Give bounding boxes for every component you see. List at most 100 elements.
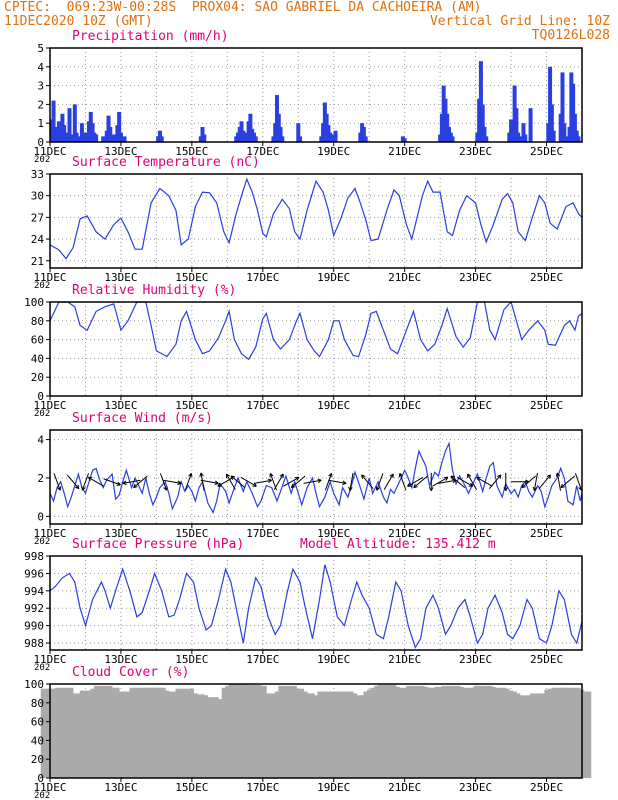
precipitation-bar [333, 130, 338, 142]
x-tick-label: 19DEC [317, 527, 350, 540]
series-line [49, 177, 583, 260]
x-tick-label: 11DEC [33, 145, 66, 158]
wind-arrow [538, 474, 552, 490]
x-tick-label: 23DEC [459, 527, 492, 540]
y-tick-label: 20 [31, 371, 44, 384]
series-line [49, 564, 583, 649]
wind-arrow [521, 475, 537, 489]
x-tick-label: 23DEC [459, 399, 492, 412]
precipitation-bar [298, 136, 303, 142]
precipitation-bar [122, 136, 127, 142]
y-tick-label: 988 [24, 637, 44, 650]
x-tick-label: 21DEC [388, 781, 421, 794]
wind-arrow [283, 476, 300, 487]
x-tick-label: 13DEC [104, 527, 137, 540]
precipitation-bar [280, 136, 285, 142]
y-tick-label: 33 [31, 168, 44, 181]
precipitation-bar [523, 134, 528, 142]
x-tick-label: 21DEC [388, 653, 421, 666]
x-year-label: 202 [34, 663, 50, 673]
wind-arrow [87, 476, 105, 487]
precipitation-bar [83, 132, 88, 142]
wind-arrow [199, 472, 205, 491]
x-tick-label: 19DEC [317, 145, 350, 158]
panel-title: Relative Humidity (%) [72, 283, 236, 298]
precipitation-bar [551, 130, 556, 142]
x-tick-label: 15DEC [175, 781, 208, 794]
wind-arrow [184, 472, 193, 491]
panel-title: Surface Pressure (hPa) [72, 537, 244, 552]
chart-header: CPTEC: 069:23W-00:28S PROX04: SAO GABRIE… [0, 0, 618, 48]
wind-arrow [413, 475, 428, 489]
wind-arrow [450, 475, 466, 488]
precipitation-bar [478, 61, 483, 142]
panel-title: Surface Wind (m/s) [72, 411, 213, 426]
wind-arrow [273, 473, 284, 490]
y-tick-label: 996 [24, 567, 44, 580]
y-tick-label: 0 [37, 390, 44, 403]
x-tick-label: 23DEC [459, 145, 492, 158]
precipitation-bar [363, 136, 368, 142]
x-tick-label: 11DEC [33, 399, 66, 412]
precipitation-bar [108, 126, 113, 142]
y-tick-label: 5 [37, 42, 44, 55]
panel-frame [49, 429, 583, 525]
precipitation-bar [528, 108, 533, 142]
y-tick-label: 80 [31, 697, 44, 710]
y-tick-label: 100 [24, 296, 44, 309]
wind-arrow [103, 478, 121, 486]
precipitation-bar [361, 126, 366, 142]
wind-arrow [303, 478, 322, 484]
model-altitude-note: Model Altitude: 135.412 m [300, 537, 496, 552]
wind-arrow [555, 472, 562, 491]
panel-4 [46, 429, 583, 528]
precipitation-bar [329, 134, 334, 142]
y-tick-label: 2 [37, 98, 44, 111]
wind-arrow [503, 472, 509, 492]
x-tick-label: 17DEC [246, 653, 279, 666]
wind-arrow [230, 475, 246, 488]
x-tick-label: 19DEC [317, 653, 350, 666]
y-tick-label: 2 [37, 472, 44, 485]
precipitation-bar [79, 123, 84, 142]
precipitation-bar [62, 125, 67, 142]
wind-arrow [290, 475, 306, 489]
precipitation-bar [72, 104, 77, 142]
precipitation-bar [111, 134, 116, 142]
precipitation-bar [402, 138, 407, 142]
y-tick-label: 20 [31, 753, 44, 766]
wind-arrow [200, 479, 219, 486]
panel-title: Precipitation (mm/h) [72, 29, 229, 44]
x-tick-label: 21DEC [388, 527, 421, 540]
wind-arrow [407, 476, 424, 487]
wind-arrow [560, 475, 576, 489]
precipitation-bar [296, 123, 301, 142]
x-tick-label: 25DEC [530, 653, 563, 666]
precipitation-bar [572, 113, 577, 142]
panel-frame [49, 555, 583, 651]
x-tick-label: 17DEC [246, 271, 279, 284]
x-tick-label: 13DEC [104, 271, 137, 284]
precipitation-bar [480, 104, 485, 142]
wind-arrow [324, 472, 333, 491]
y-tick-label: 0 [37, 510, 44, 523]
wind-arrow [163, 479, 182, 486]
wind-arrow [432, 476, 449, 487]
header-grid-line-note: Vertical Grid Line: 10Z [429, 14, 610, 29]
precipitation-bar [117, 111, 122, 142]
precipitation-bar [51, 100, 56, 142]
panel-5 [46, 555, 583, 654]
precipitation-bar [450, 136, 455, 142]
x-tick-label: 19DEC [317, 399, 350, 412]
precipitation-bar [253, 136, 258, 142]
x-tick-label: 17DEC [246, 145, 279, 158]
wind-arrow [383, 473, 394, 490]
y-tick-label: 990 [24, 620, 44, 633]
series-line [49, 441, 583, 515]
precipitation-bar [521, 123, 526, 142]
wind-arrow [253, 478, 272, 484]
wind-arrow [217, 476, 234, 487]
y-tick-label: 60 [31, 334, 44, 347]
panel-title: Cloud Cover (%) [72, 665, 189, 680]
x-tick-label: 25DEC [530, 145, 563, 158]
